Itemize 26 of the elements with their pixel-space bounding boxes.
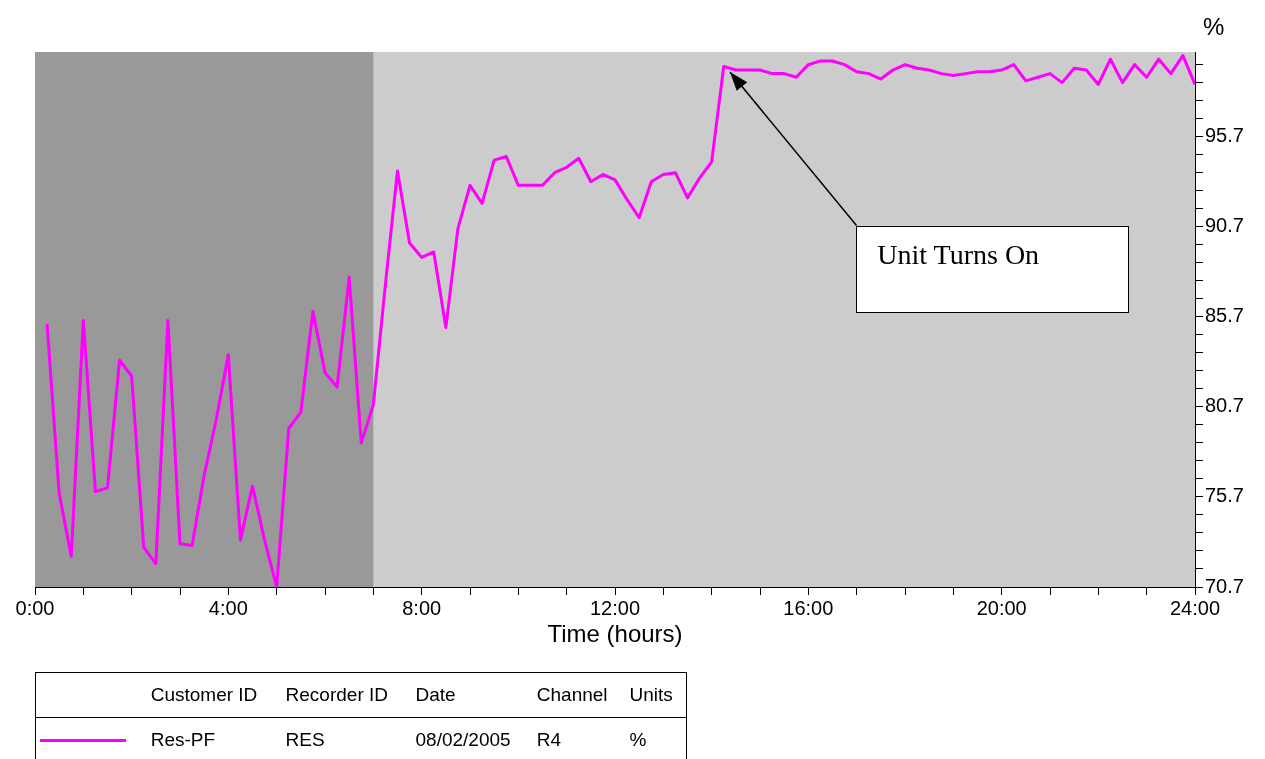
x-tick-label: 24:00 xyxy=(1169,596,1221,619)
callout-box: Unit Turns On xyxy=(856,225,1130,313)
y-axis-title: % xyxy=(1203,12,1225,40)
y-tick-label: 80.7 xyxy=(1205,394,1244,417)
x-tick-label: 8:00 xyxy=(402,596,442,619)
y-tick-label: 95.7 xyxy=(1205,124,1244,147)
x-axis-title: Time (hours) xyxy=(547,620,683,648)
x-tick-label: 4:00 xyxy=(208,596,248,619)
y-tick-label: 90.7 xyxy=(1205,214,1244,237)
text: Recorder ID xyxy=(281,672,412,718)
x-tick-label: 0:00 xyxy=(15,596,55,619)
text: R4 xyxy=(535,728,563,752)
y-tick-label: 85.7 xyxy=(1205,304,1244,327)
text: Customer ID xyxy=(146,672,282,718)
text: RES xyxy=(284,728,326,752)
legend-label: Res-PF xyxy=(149,728,217,752)
y-tick-label: 75.7 xyxy=(1205,484,1244,507)
text: Date xyxy=(411,672,533,718)
text: % xyxy=(628,728,648,752)
text: Channel xyxy=(532,672,626,718)
x-tick-label: 16:00 xyxy=(783,596,834,619)
x-tick-label: 20:00 xyxy=(976,596,1027,619)
y-tick-label: 70.7 xyxy=(1205,574,1244,597)
text: Units xyxy=(625,672,687,718)
text: 08/02/2005 xyxy=(414,728,512,752)
x-tick-label: 12:00 xyxy=(589,596,641,619)
